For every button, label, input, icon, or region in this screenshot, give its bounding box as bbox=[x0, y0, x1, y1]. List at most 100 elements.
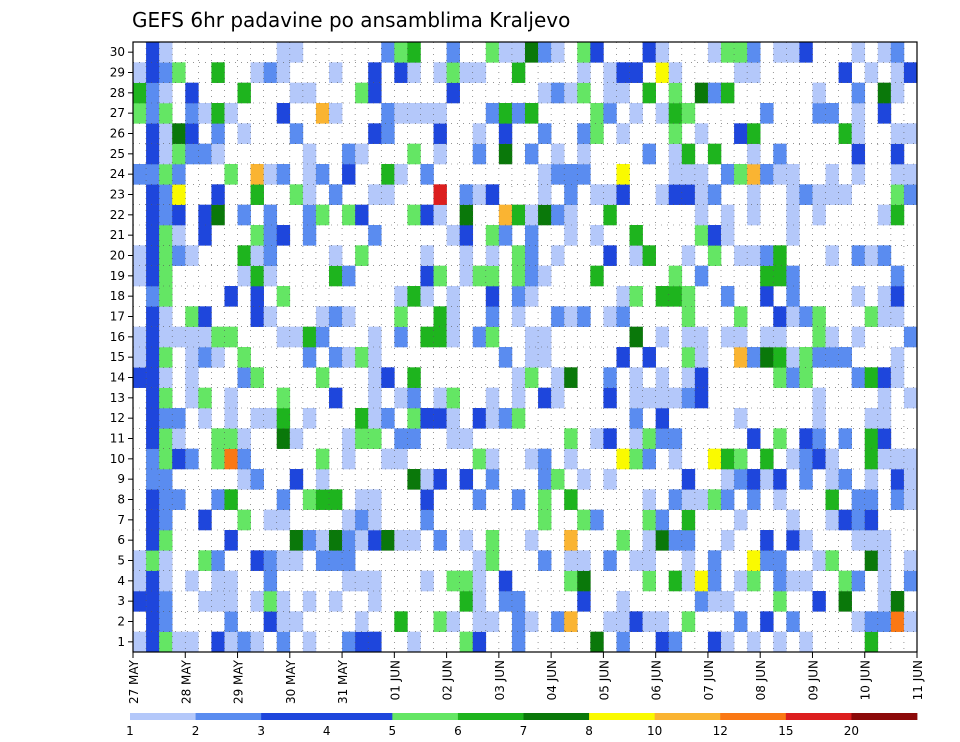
heatmap-cell bbox=[433, 184, 447, 205]
heatmap-cell bbox=[485, 611, 500, 632]
heatmap-cell bbox=[668, 387, 683, 409]
heatmap-cell bbox=[538, 82, 552, 104]
heatmap-cell bbox=[760, 245, 774, 266]
heatmap-cell bbox=[185, 367, 199, 388]
heatmap-cell bbox=[616, 591, 630, 612]
heatmap-cell bbox=[590, 265, 604, 287]
heatmap-cell bbox=[159, 143, 173, 165]
heatmap-cell bbox=[329, 387, 343, 409]
x-tick-label: 31 MAY bbox=[336, 659, 350, 704]
heatmap-cell bbox=[877, 204, 892, 226]
heatmap-cell bbox=[681, 611, 696, 632]
heatmap-cell bbox=[224, 611, 238, 632]
heatmap-cell bbox=[877, 82, 892, 104]
heatmap-cell bbox=[302, 204, 317, 226]
heatmap-cell bbox=[511, 245, 526, 266]
heatmap-cell bbox=[903, 448, 918, 470]
heatmap-cell bbox=[551, 204, 565, 226]
heatmap-cell bbox=[734, 42, 748, 63]
heatmap-cell bbox=[551, 367, 565, 388]
heatmap-cell bbox=[250, 184, 264, 205]
heatmap-cell bbox=[329, 306, 343, 327]
heatmap-cell bbox=[538, 489, 552, 510]
heatmap-cell bbox=[407, 469, 421, 490]
heatmap-cell bbox=[551, 42, 565, 63]
heatmap-cell bbox=[681, 164, 696, 185]
heatmap-cell bbox=[315, 103, 330, 124]
heatmap-cell bbox=[407, 408, 421, 429]
heatmap-cell bbox=[420, 570, 434, 592]
heatmap-cell bbox=[786, 286, 800, 307]
colorbar-label: 7 bbox=[520, 724, 528, 738]
heatmap-cell bbox=[773, 143, 787, 165]
heatmap-cell bbox=[159, 225, 173, 246]
y-tick-label: 17 bbox=[110, 310, 125, 324]
heatmap-cell bbox=[890, 448, 905, 470]
heatmap-cell bbox=[525, 143, 539, 165]
heatmap-cell bbox=[133, 245, 147, 266]
heatmap-cell bbox=[590, 225, 604, 246]
heatmap-cell bbox=[394, 611, 408, 632]
heatmap-cell bbox=[198, 509, 212, 531]
heatmap-cell bbox=[812, 448, 826, 470]
heatmap-cell bbox=[616, 82, 630, 104]
heatmap-cell bbox=[250, 306, 264, 327]
heatmap-cell bbox=[864, 489, 879, 510]
heatmap-cell bbox=[538, 326, 552, 348]
heatmap-cell bbox=[511, 611, 526, 632]
heatmap-cell bbox=[407, 367, 421, 388]
heatmap-cell bbox=[551, 469, 565, 490]
heatmap-cell bbox=[525, 225, 539, 246]
heatmap-cell bbox=[237, 631, 251, 653]
heatmap-cell bbox=[812, 82, 826, 104]
heatmap-cell bbox=[773, 347, 787, 368]
heatmap-cell bbox=[146, 184, 160, 205]
heatmap-cell bbox=[903, 184, 918, 205]
heatmap-cell bbox=[159, 306, 173, 327]
heatmap-cell bbox=[498, 570, 513, 592]
heatmap-cell bbox=[289, 611, 304, 632]
heatmap-cell bbox=[498, 42, 513, 63]
heatmap-cell bbox=[903, 550, 918, 571]
heatmap-cell bbox=[799, 184, 813, 205]
heatmap-cell bbox=[564, 550, 578, 571]
heatmap-cell bbox=[355, 245, 369, 266]
heatmap-cell bbox=[342, 265, 356, 287]
x-tick-label: 08 JUN bbox=[754, 660, 768, 700]
heatmap-cell bbox=[851, 245, 866, 266]
heatmap-cell bbox=[877, 408, 892, 429]
heatmap-cell bbox=[812, 347, 826, 368]
heatmap-cell bbox=[799, 570, 813, 592]
heatmap-cell bbox=[903, 489, 918, 510]
heatmap-cell bbox=[146, 367, 160, 388]
heatmap-cell bbox=[577, 62, 591, 83]
heatmap-cell bbox=[159, 448, 173, 470]
heatmap-cell bbox=[159, 62, 173, 83]
heatmap-cell bbox=[329, 265, 343, 287]
heatmap-cell bbox=[877, 286, 892, 307]
heatmap-cell bbox=[864, 245, 879, 266]
colorbar-swatch bbox=[130, 713, 196, 720]
y-tick-label: 29 bbox=[110, 66, 125, 80]
heatmap-cell bbox=[315, 367, 330, 388]
heatmap-cell bbox=[629, 448, 643, 470]
heatmap-cell bbox=[302, 530, 317, 551]
heatmap-cell bbox=[877, 591, 892, 612]
heatmap-cell bbox=[760, 164, 774, 185]
heatmap-cell bbox=[564, 204, 578, 226]
heatmap-cell bbox=[890, 286, 905, 307]
y-tick-label: 19 bbox=[110, 269, 125, 283]
heatmap-cell bbox=[851, 530, 866, 551]
x-tick-label: 30 MAY bbox=[284, 659, 298, 704]
heatmap-cell bbox=[159, 286, 173, 307]
heatmap-cell bbox=[799, 448, 813, 470]
heatmap-cell bbox=[146, 143, 160, 165]
heatmap-cell bbox=[747, 42, 761, 63]
heatmap-cell bbox=[747, 469, 761, 490]
heatmap-cell bbox=[812, 428, 826, 449]
heatmap-cell bbox=[224, 570, 238, 592]
heatmap-cell bbox=[681, 286, 696, 307]
heatmap-cell bbox=[760, 530, 774, 551]
heatmap-cell bbox=[668, 184, 683, 205]
heatmap-cell bbox=[616, 306, 630, 327]
